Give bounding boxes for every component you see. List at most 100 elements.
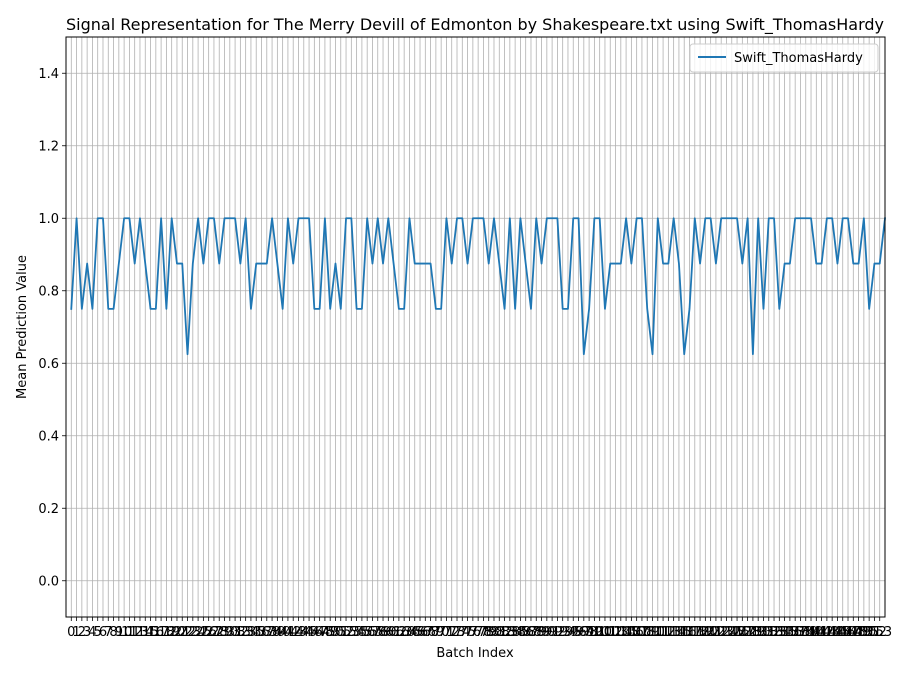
x-tick-label: 45 — [301, 625, 318, 640]
x-tick-label: 65 — [406, 625, 423, 640]
x-tick-label: 49 — [322, 625, 339, 640]
x-tick-label: 21 — [174, 625, 191, 640]
x-tick-label: 60 — [380, 625, 397, 640]
x-tick-label: 128 — [735, 625, 760, 640]
x-tick-label: 105 — [614, 625, 639, 640]
plot-frame — [65, 36, 886, 618]
x-tick-label: 93 — [554, 625, 571, 640]
x-tick-label: 80 — [486, 625, 503, 640]
x-tick-label: 2 — [78, 625, 86, 640]
x-tick-label: 40 — [274, 625, 291, 640]
x-tick-label: 98 — [581, 625, 598, 640]
x-tick-label: 16 — [148, 625, 165, 640]
x-tick-label: 151 — [857, 625, 882, 640]
x-tick-label: 24 — [190, 625, 207, 640]
x-tick-label: 28 — [211, 625, 228, 640]
x-tick-label: 125 — [719, 625, 744, 640]
x-tick-label: 34 — [243, 625, 260, 640]
x-tick-label: 27 — [206, 625, 223, 640]
x-tick-label: 153 — [867, 625, 892, 640]
x-tick-label: 48 — [317, 625, 334, 640]
x-tick-label: 103 — [603, 625, 628, 640]
x-tick-label: 79 — [480, 625, 497, 640]
x-tick-label: 56 — [359, 625, 376, 640]
x-tick-label: 121 — [698, 625, 723, 640]
x-axis-label: Batch Index — [436, 646, 514, 661]
x-tick-label: 123 — [709, 625, 734, 640]
x-tick-label: 87 — [523, 625, 540, 640]
x-tick-label: 61 — [385, 625, 402, 640]
x-tick-label: 68 — [422, 625, 439, 640]
x-tick-label: 58 — [369, 625, 386, 640]
x-tick-label: 143 — [814, 625, 839, 640]
x-tick-label: 124 — [714, 625, 739, 640]
x-tick-label: 95 — [565, 625, 582, 640]
x-tick-label: 26 — [200, 625, 217, 640]
x-tick-label: 129 — [740, 625, 765, 640]
x-tick-label: 126 — [725, 625, 750, 640]
series-line — [70, 217, 886, 356]
x-tick-label: 42 — [285, 625, 302, 640]
y-tick-label: 1.4 — [38, 67, 59, 82]
x-tick-label: 7 — [104, 625, 112, 640]
y-axis-label: Mean Prediction Value — [15, 255, 30, 399]
x-tick-label: 37 — [259, 625, 276, 640]
x-tick-label: 127 — [730, 625, 755, 640]
x-tick-label: 75 — [459, 625, 476, 640]
legend-box — [689, 43, 879, 73]
x-tick-label: 41 — [280, 625, 297, 640]
x-tick-label: 134 — [767, 625, 792, 640]
x-tick-label: 47 — [311, 625, 328, 640]
x-tick-label: 39 — [269, 625, 286, 640]
x-tick-label: 108 — [630, 625, 655, 640]
x-tick-label: 136 — [777, 625, 802, 640]
x-tick-label: 54 — [348, 625, 365, 640]
x-tick-label: 115 — [667, 625, 692, 640]
x-tick-label: 106 — [619, 625, 644, 640]
x-tick-label: 107 — [624, 625, 649, 640]
y-tick-label: 0.8 — [38, 284, 59, 299]
x-tick-label: 64 — [401, 625, 418, 640]
x-tick-label: 141 — [804, 625, 829, 640]
x-tick-label: 114 — [661, 625, 686, 640]
x-tick-label: 31 — [227, 625, 244, 640]
x-tick-label: 92 — [549, 625, 566, 640]
x-tick-label: 89 — [533, 625, 550, 640]
x-tick-label: 53 — [343, 625, 360, 640]
x-tick-label: 94 — [560, 625, 577, 640]
legend: Swift_ThomasHardy — [689, 43, 879, 73]
x-tick-label: 78 — [475, 625, 492, 640]
x-tick-label: 15 — [142, 625, 159, 640]
x-tick-label: 112 — [651, 625, 676, 640]
x-tick-label: 120 — [693, 625, 718, 640]
x-tick-label: 74 — [454, 625, 471, 640]
x-tick-label: 57 — [364, 625, 381, 640]
x-tick-label: 10 — [116, 625, 133, 640]
x-tick-label: 0 — [67, 625, 75, 640]
x-tick-label: 101 — [593, 625, 618, 640]
x-tick-label: 131 — [751, 625, 776, 640]
y-tick-label: 0.2 — [38, 502, 59, 517]
x-tick-label: 52 — [338, 625, 355, 640]
x-tick-label: 29 — [216, 625, 233, 640]
x-tick-label: 100 — [587, 625, 612, 640]
x-tick-label: 88 — [528, 625, 545, 640]
x-gridlines — [70, 37, 881, 617]
x-tick-label: 117 — [677, 625, 702, 640]
y-tick-label: 0.0 — [38, 574, 59, 589]
x-tick-label: 43 — [290, 625, 307, 640]
x-tick-label: 138 — [788, 625, 813, 640]
x-tick-label: 1 — [72, 625, 80, 640]
x-tick-label: 145 — [825, 625, 850, 640]
x-tick-label: 135 — [772, 625, 797, 640]
x-tick-label: 25 — [195, 625, 212, 640]
x-tick-label: 18 — [158, 625, 175, 640]
x-tick-label: 67 — [417, 625, 434, 640]
x-tick-label: 50 — [327, 625, 344, 640]
x-tick-label: 8 — [109, 625, 117, 640]
x-tick-label: 146 — [830, 625, 855, 640]
x-tick-label: 35 — [248, 625, 265, 640]
x-tick-label: 142 — [809, 625, 834, 640]
x-tick-label: 20 — [169, 625, 186, 640]
